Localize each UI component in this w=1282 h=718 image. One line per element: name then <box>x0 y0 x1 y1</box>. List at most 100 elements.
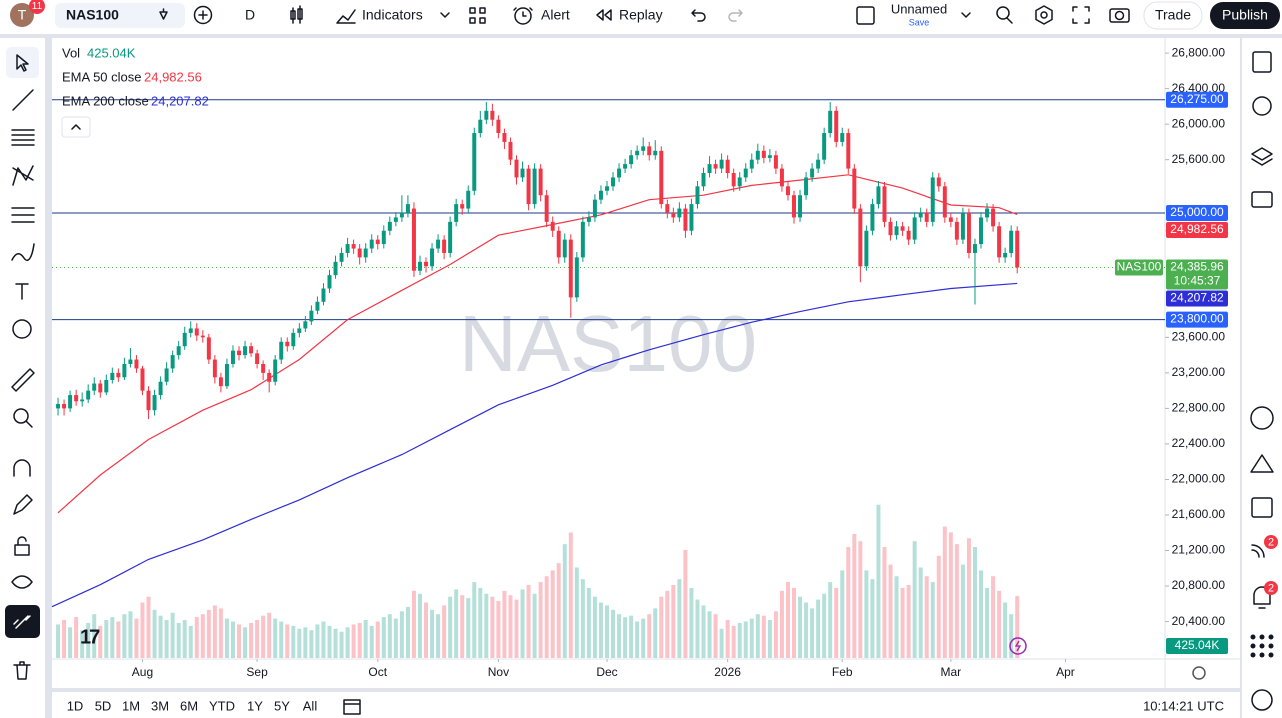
brush-tool[interactable] <box>11 243 35 262</box>
candle-body <box>345 244 350 253</box>
volume-bar <box>930 582 935 658</box>
volume-bar <box>556 563 561 658</box>
x-tick-label: Aug <box>132 665 153 679</box>
trade-button[interactable] <box>1143 1 1203 30</box>
chevron[interactable] <box>440 12 450 18</box>
help-icon[interactable] <box>1251 689 1273 711</box>
candle-body <box>846 133 851 169</box>
watchlist-icon[interactable] <box>1252 51 1272 73</box>
apps-dot <box>1259 643 1265 649</box>
replay-icon[interactable] <box>596 9 612 21</box>
emoji-tool[interactable] <box>12 319 32 339</box>
magnet-tool[interactable] <box>13 459 31 477</box>
candle-body <box>792 195 796 218</box>
volume-bar <box>68 627 73 658</box>
candle-body <box>460 204 465 209</box>
chevron[interactable] <box>961 12 971 18</box>
indicators[interactable]: Indicators <box>362 7 423 23</box>
redo[interactable] <box>728 9 743 22</box>
legend-series-name: EMA 50 close <box>62 69 142 84</box>
search-icon[interactable] <box>996 6 1010 20</box>
candle-body <box>647 146 652 156</box>
candle-body <box>502 133 507 142</box>
chat-icon[interactable] <box>1251 191 1273 208</box>
candle-body <box>327 275 332 289</box>
range-button[interactable]: 1M <box>122 698 140 713</box>
volume-bar <box>629 615 634 658</box>
templates-icon[interactable] <box>469 7 486 24</box>
zoom-tool[interactable] <box>13 408 29 424</box>
ideas-icon[interactable] <box>1250 454 1274 473</box>
drawing-mode-tool[interactable] <box>13 494 33 515</box>
fib-tool[interactable] <box>11 129 35 146</box>
range-button[interactable]: 3M <box>151 698 169 713</box>
date-range-icon[interactable] <box>343 699 361 715</box>
visibility-tool[interactable] <box>11 575 33 589</box>
range-button[interactable]: 1D <box>67 698 84 713</box>
volume-bar <box>743 621 748 658</box>
save[interactable]: Save <box>909 17 930 27</box>
streams-icon[interactable] <box>1251 544 1265 558</box>
replay[interactable]: Replay <box>619 7 663 23</box>
candle-body <box>858 208 863 267</box>
avatar[interactable] <box>10 3 34 27</box>
hotlist-icon[interactable] <box>1250 406 1274 430</box>
volume-bar <box>671 585 676 658</box>
ruler-tool[interactable] <box>11 368 35 392</box>
candle-body <box>351 244 356 249</box>
candle-body <box>731 173 736 187</box>
calendar-icon[interactable] <box>1251 497 1273 518</box>
pattern-tool[interactable] <box>12 165 34 186</box>
legend-collapse[interactable] <box>61 116 91 138</box>
trend-line-tool[interactable] <box>12 89 34 111</box>
range-button[interactable]: YTD <box>209 698 235 713</box>
candle-body <box>719 159 724 169</box>
legend-volume-value: 425.04K <box>87 45 136 60</box>
alert-icon[interactable] <box>514 7 532 25</box>
notifications-icon[interactable] <box>1253 586 1271 609</box>
alert[interactable]: Alert <box>541 7 570 23</box>
range-button[interactable]: 1Y <box>247 698 263 713</box>
candle-body <box>852 168 857 209</box>
cursor-tool[interactable] <box>16 54 29 72</box>
data-window-icon[interactable] <box>1251 147 1273 166</box>
range-button[interactable]: 6M <box>180 698 198 713</box>
settings-icon[interactable] <box>1035 5 1053 25</box>
volume-bar <box>74 617 79 658</box>
volume-bar <box>882 547 887 658</box>
volume-bar <box>852 533 857 658</box>
price-tag <box>1166 311 1228 328</box>
range-button[interactable]: 5D <box>95 698 112 713</box>
event-marker[interactable] <box>1009 637 1027 655</box>
range-button[interactable]: All <box>303 698 318 713</box>
snapshot-icon[interactable] <box>1109 8 1130 23</box>
lock-tool[interactable] <box>14 536 30 556</box>
apps-dot <box>1250 652 1256 658</box>
interval[interactable]: D <box>245 7 255 23</box>
publish: Publish <box>1222 7 1268 23</box>
layout-checkbox[interactable] <box>856 6 875 25</box>
compare-button[interactable] <box>193 5 213 25</box>
chart-type-icon[interactable] <box>290 5 303 24</box>
volume-bar <box>230 621 235 658</box>
layout-name[interactable]: Unnamed <box>891 1 947 16</box>
range-button[interactable]: 5Y <box>274 698 290 713</box>
symbol-tag <box>1115 259 1163 276</box>
x-tick-label: Mar <box>941 665 962 679</box>
trash-tool[interactable] <box>13 661 31 680</box>
text-tool[interactable] <box>15 283 29 300</box>
indicators-icon[interactable] <box>336 9 356 24</box>
axis-settings[interactable] <box>1192 666 1206 680</box>
badge <box>1264 535 1278 549</box>
symbol-search[interactable] <box>55 3 185 28</box>
candle-body <box>176 346 181 356</box>
forecast-tool[interactable] <box>11 207 35 223</box>
volume-bar <box>381 617 386 658</box>
alerts-icon[interactable] <box>1252 96 1272 116</box>
publish-button[interactable] <box>1210 2 1280 29</box>
candle-body <box>80 399 85 402</box>
fullscreen-icon[interactable] <box>1072 6 1090 24</box>
volume-bar <box>122 614 127 658</box>
volume-bar <box>345 627 350 658</box>
undo[interactable] <box>691 9 706 22</box>
